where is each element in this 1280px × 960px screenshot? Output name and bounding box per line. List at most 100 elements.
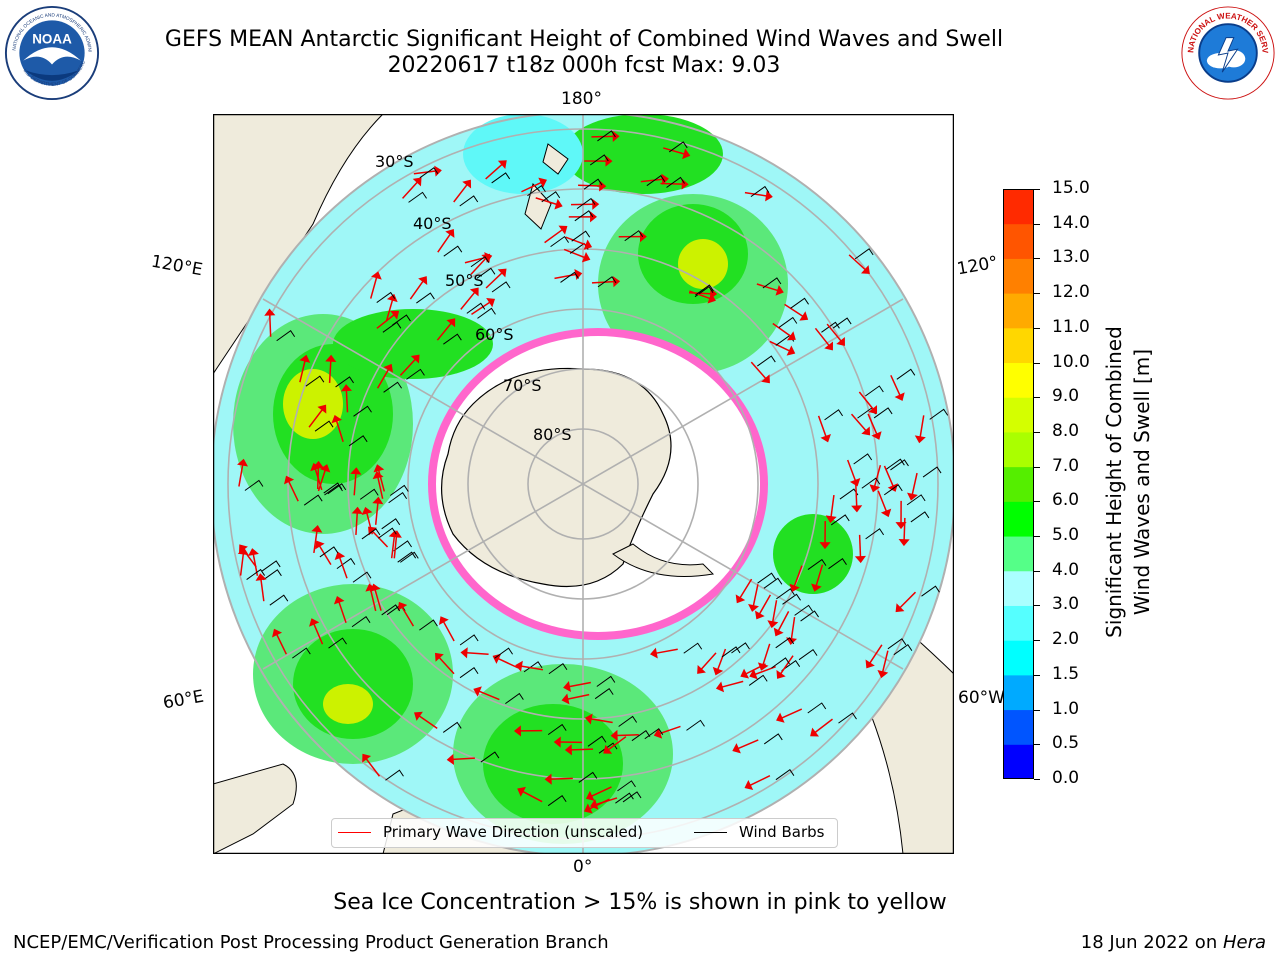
colorbar-band [1003, 431, 1034, 468]
wave-arrow-head [333, 596, 345, 605]
wave-arrow [784, 303, 804, 317]
wave-arrow-head [317, 404, 327, 414]
wave-arrow [376, 368, 390, 389]
wind-barb [893, 643, 913, 656]
wind-barb [906, 494, 926, 506]
wave-arrow [318, 545, 332, 566]
wave-arrow [846, 459, 857, 481]
wind-barb [807, 558, 827, 570]
footer-credit: NCEP/EMC/Verification Post Processing Pr… [13, 932, 609, 953]
wave-arrow-head [334, 551, 346, 561]
colorbar-tick-label: 14.0 [1052, 212, 1090, 233]
wave-arrow [591, 135, 614, 138]
wind-barb [303, 494, 323, 506]
wind-barb [824, 409, 843, 421]
colorbar-tick-label: 15.0 [1052, 178, 1090, 198]
colorbar-band [1003, 362, 1034, 398]
wave-arrow-head [372, 496, 384, 505]
wave-arrow [437, 233, 451, 253]
wind-barb [775, 768, 795, 781]
wave-arrow-head [460, 647, 468, 659]
wave-arrow-head [517, 786, 526, 797]
wave-arrow-head [786, 331, 796, 341]
wave-arrow-head [331, 414, 343, 424]
wave-arrow [377, 477, 384, 499]
wave-arrow [591, 786, 612, 797]
legend-swatch-wave [338, 832, 371, 833]
lat-label-40s: 40°S [413, 214, 452, 233]
wave-arrow [535, 197, 557, 206]
wave-arrow-head [715, 681, 725, 693]
wind-barb [292, 647, 311, 659]
wave-arrow [442, 621, 455, 642]
wave-arrow [485, 163, 503, 180]
wind-barb [757, 355, 776, 367]
wind-barb [314, 420, 334, 432]
lat-label-30s: 30°S [375, 152, 414, 171]
wave-arrow [317, 469, 326, 492]
colorbar-band [1003, 640, 1034, 676]
wave-arrow [260, 579, 265, 602]
colorbar-band [1003, 223, 1034, 259]
wave-arrow-head [584, 713, 593, 725]
wave-arrow [881, 650, 889, 673]
wave-arrow-head [744, 779, 754, 790]
wave-arrow [591, 280, 614, 284]
wave-arrow-head [497, 160, 507, 170]
wind-barb [541, 191, 561, 203]
wave-arrow-head [315, 540, 325, 550]
colorbar-band [1003, 709, 1034, 745]
wind-barb [854, 248, 874, 260]
colorbar-tick-label: 1.0 [1052, 698, 1080, 719]
wave-arrow-head [414, 711, 423, 721]
wave-arrow [316, 467, 320, 490]
wave-arrow [452, 757, 475, 761]
lon-label-60e: 60°E [161, 686, 206, 714]
wind-barb [276, 330, 296, 342]
wind-barb [694, 286, 714, 298]
wave-arrow-head [486, 298, 496, 308]
wave-arrow [299, 360, 306, 383]
wave-arrow [563, 248, 585, 259]
wave-arrow [413, 170, 436, 175]
wave-arrow-head [272, 628, 283, 638]
wave-arrow [369, 589, 377, 612]
wave-arrow-head [351, 506, 363, 515]
wave-arrow-head [732, 743, 741, 754]
wave-arrow [401, 606, 415, 627]
wind-barb [597, 276, 617, 288]
wind-barb [408, 191, 427, 203]
wave-arrow [780, 655, 794, 675]
wave-arrow-head [749, 668, 758, 680]
wave-arrow-head [553, 736, 561, 748]
wind-barb [578, 771, 598, 783]
wave-arrow-head [811, 583, 822, 592]
wind-barb [686, 719, 705, 731]
wave-arrow [353, 473, 357, 496]
wave-arrow [269, 314, 272, 337]
wind-barb [763, 733, 783, 745]
wind-barb [491, 172, 511, 184]
wind-barb [782, 593, 801, 605]
wave-arrow [393, 536, 398, 559]
wind-barb [352, 571, 372, 583]
wave-arrow [826, 323, 842, 342]
lat-label-80s: 80°S [533, 425, 572, 444]
wave-arrow [550, 777, 573, 780]
wave-arrow [374, 502, 379, 525]
wind-barb [890, 459, 909, 471]
wind-barb [419, 167, 439, 179]
wind-barb [491, 281, 511, 293]
wave-arrow-head [340, 384, 352, 392]
wind-barb [731, 642, 750, 654]
colorbar-tick-label: 12.0 [1052, 282, 1090, 303]
wave-arrow [590, 718, 613, 724]
wave-arrow [756, 283, 779, 292]
wind-barb [838, 712, 857, 724]
wave-arrow-head [439, 616, 449, 626]
wave-arrow-head [914, 435, 926, 444]
colorbar-tick [1034, 501, 1040, 503]
wave-arrow-head [836, 336, 845, 346]
wave-arrow-head [707, 293, 716, 304]
wind-barb [381, 518, 401, 530]
